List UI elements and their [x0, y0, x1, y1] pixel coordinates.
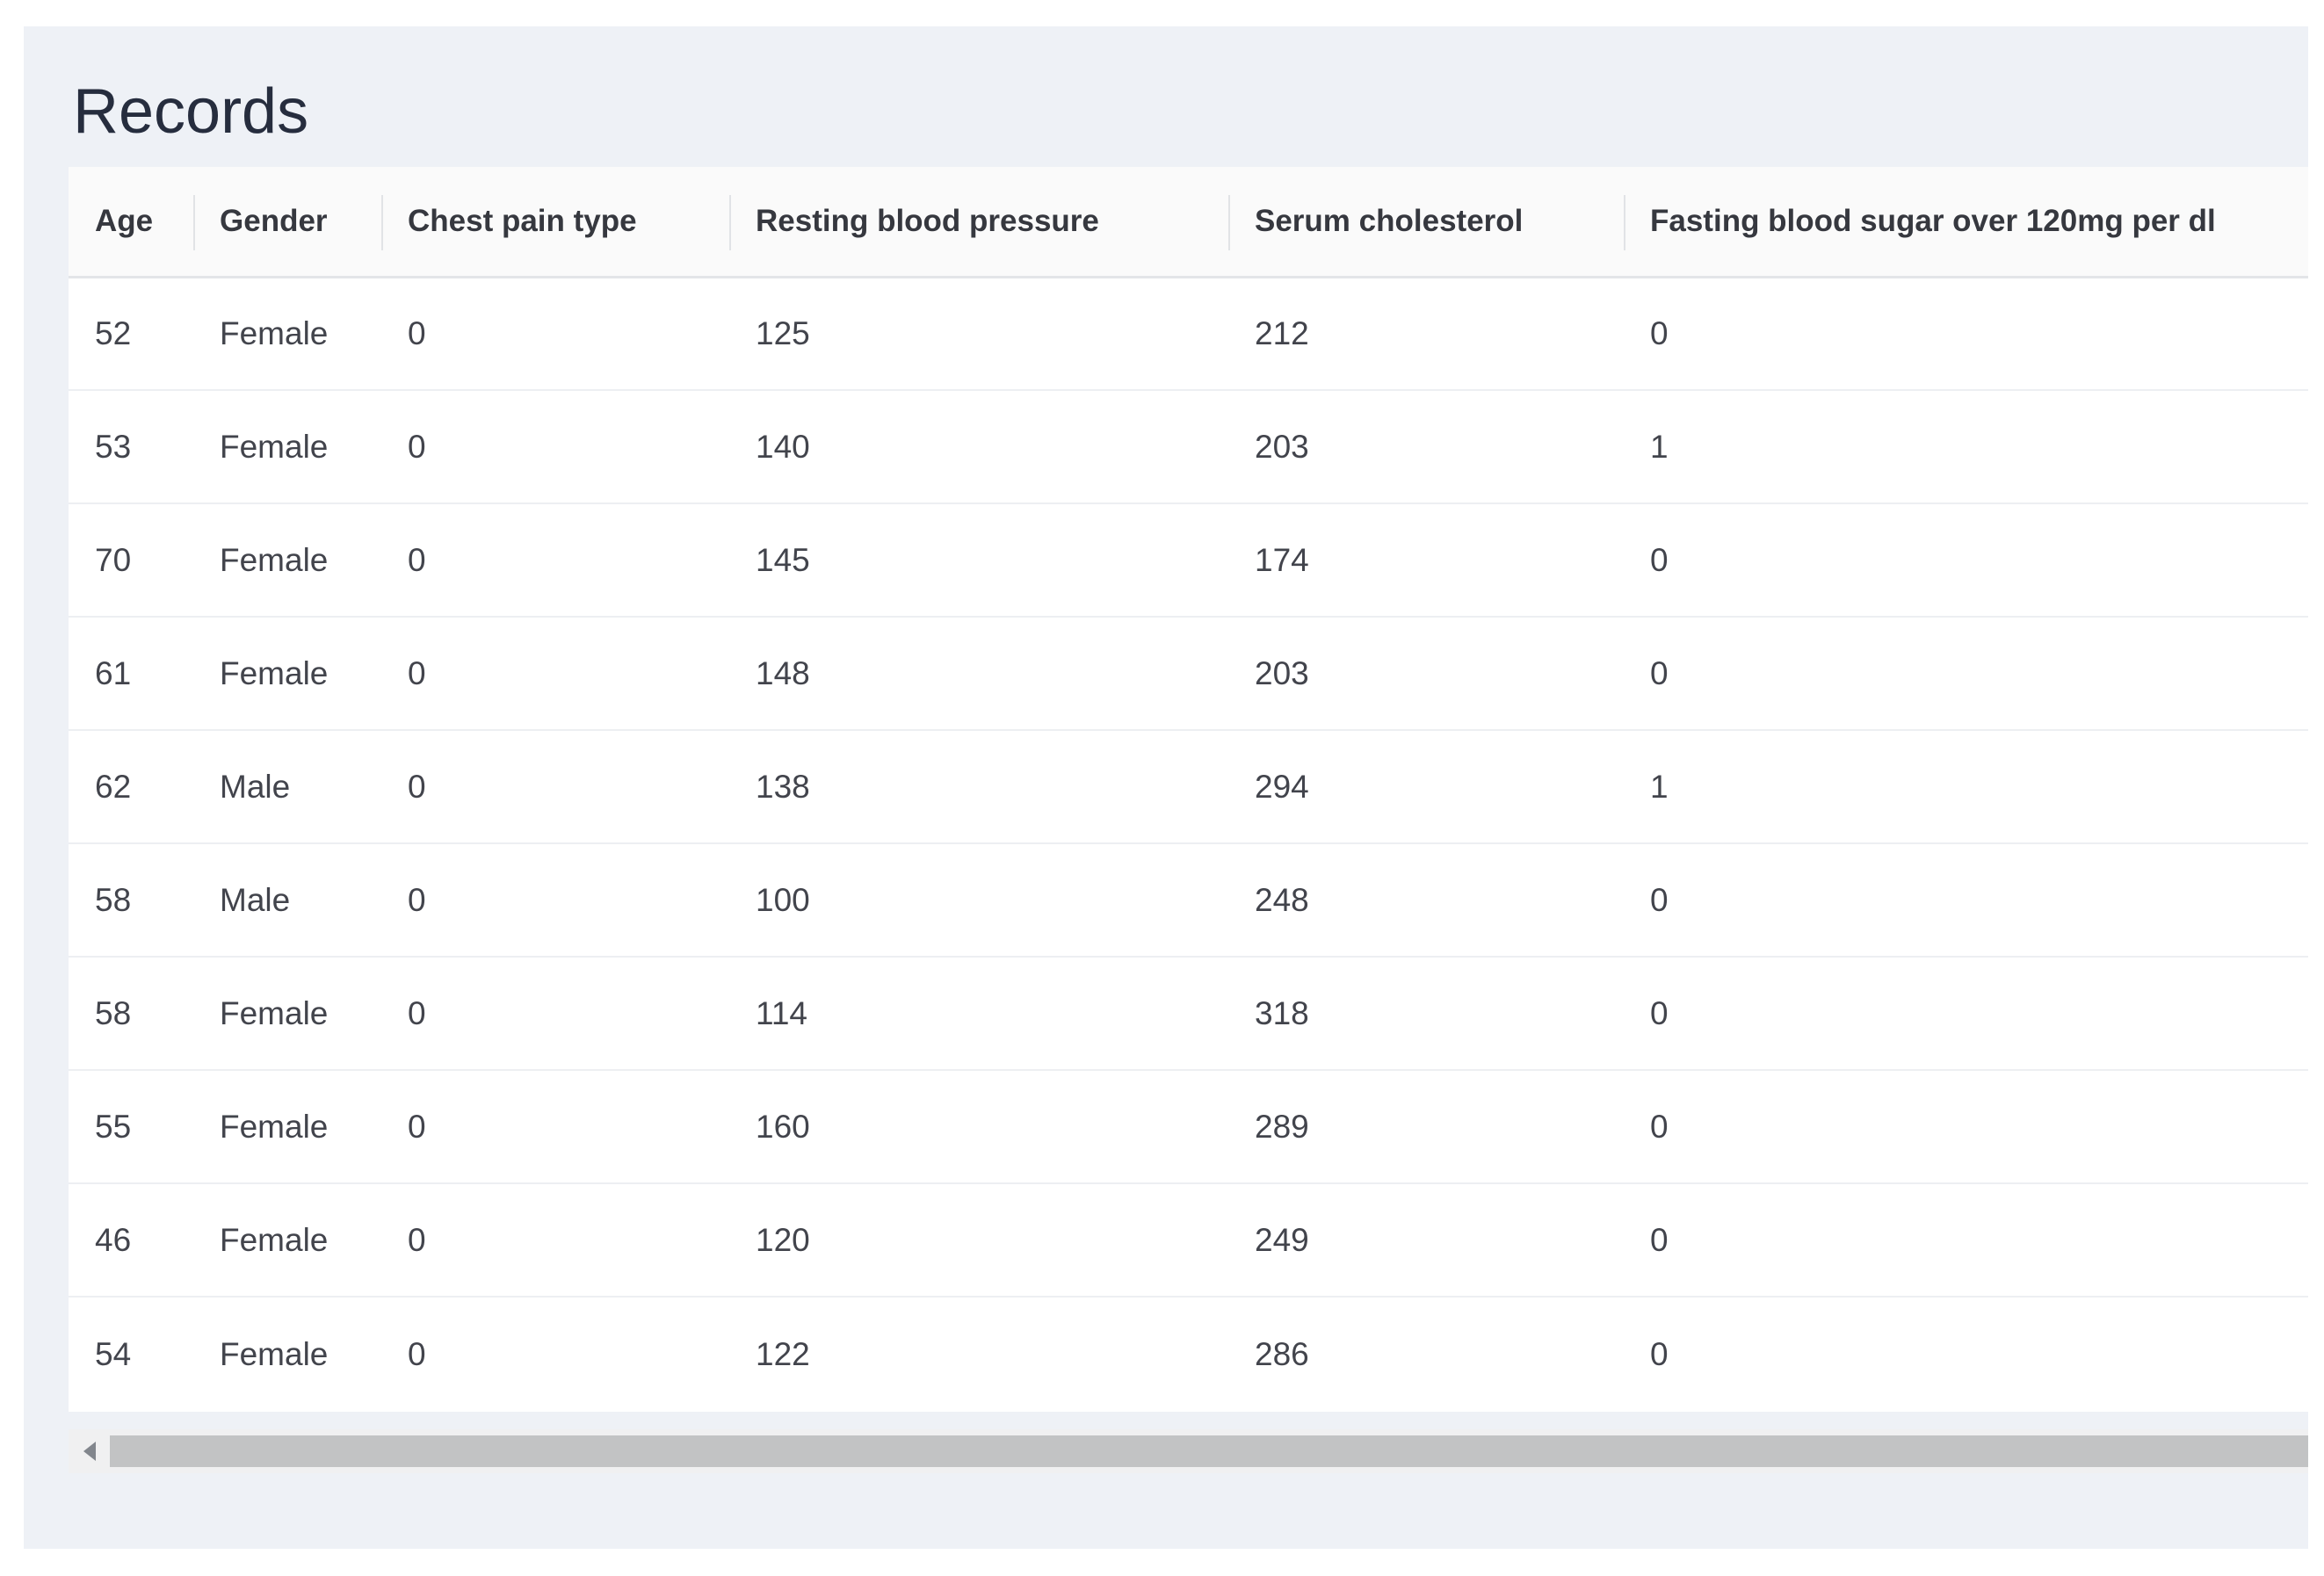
table-row[interactable]: 58 Female 0 114 318 0: [69, 957, 2308, 1071]
table-row[interactable]: 62 Male 0 138 294 1: [69, 730, 2308, 844]
table-cell: 100: [729, 843, 1228, 958]
table-row[interactable]: 58 Male 0 100 248 0: [69, 843, 2308, 958]
table-row[interactable]: 61 Female 0 148 203 0: [69, 617, 2308, 731]
table-cell: 0: [381, 1183, 729, 1298]
table-header-row: Age Gender Chest pain type Resting blood pr…: [69, 167, 2308, 278]
table-cell: 53: [69, 390, 193, 504]
table-cell: 249: [1228, 1183, 1624, 1298]
table-cell: 145: [729, 503, 1228, 618]
table-cell: 0: [1624, 277, 2308, 391]
table-cell: 52: [69, 277, 193, 391]
table-cell: 120: [729, 1183, 1228, 1298]
table-cell: 138: [729, 730, 1228, 844]
table-cell: Female: [193, 617, 381, 731]
table-cell: 0: [381, 843, 729, 958]
column-header[interactable]: Gender: [193, 167, 381, 278]
table-row[interactable]: 55 Female 0 160 289 0: [69, 1070, 2308, 1184]
table-cell: Female: [193, 390, 381, 504]
table-cell: 203: [1228, 390, 1624, 504]
table-cell: 203: [1228, 617, 1624, 731]
table-cell: 0: [381, 617, 729, 731]
table-cell: 58: [69, 843, 193, 958]
scroll-left-button[interactable]: [69, 1429, 110, 1473]
table-cell: 0: [1624, 843, 2308, 958]
table-cell: 55: [69, 1070, 193, 1184]
table-cell: 0: [1624, 1297, 2308, 1412]
table-cell: 58: [69, 957, 193, 1071]
table-cell: 0: [381, 957, 729, 1071]
table-cell: 114: [729, 957, 1228, 1071]
scroll-left-arrow-icon: [83, 1442, 96, 1461]
table-cell: 0: [381, 1070, 729, 1184]
table-cell: Female: [193, 277, 381, 391]
scrollbar-thumb[interactable]: [110, 1435, 2308, 1467]
records-table: Age Gender Chest pain type Resting blood pr…: [69, 167, 2308, 1412]
table-cell: 140: [729, 390, 1228, 504]
table-cell: 61: [69, 617, 193, 731]
table-cell: Female: [193, 1297, 381, 1412]
table-cell: 0: [381, 730, 729, 844]
table-cell: 1: [1624, 730, 2308, 844]
table-cell: Female: [193, 1183, 381, 1298]
table-cell: 0: [1624, 957, 2308, 1071]
table-cell: Female: [193, 1070, 381, 1184]
table-cell: 46: [69, 1183, 193, 1298]
table-cell: 0: [381, 1297, 729, 1412]
table-cell: Female: [193, 957, 381, 1071]
table-cell: 174: [1228, 503, 1624, 618]
column-header[interactable]: Resting blood pressure: [729, 167, 1228, 278]
table-cell: 294: [1228, 730, 1624, 844]
table-cell: 70: [69, 503, 193, 618]
horizontal-scrollbar[interactable]: [69, 1429, 2308, 1473]
table-cell: 1: [1624, 390, 2308, 504]
table-cell: 0: [1624, 1183, 2308, 1298]
table-row[interactable]: 54 Female 0 122 286 0: [69, 1297, 2308, 1412]
table-cell: 122: [729, 1297, 1228, 1412]
table-cell: 0: [1624, 1070, 2308, 1184]
table-cell: 0: [381, 277, 729, 391]
column-header[interactable]: Chest pain type: [381, 167, 729, 278]
table-cell: 160: [729, 1070, 1228, 1184]
table-cell: 289: [1228, 1070, 1624, 1184]
table-cell: 0: [381, 390, 729, 504]
table-row[interactable]: 52 Female 0 125 212 0: [69, 277, 2308, 391]
table-cell: 148: [729, 617, 1228, 731]
table-cell: 62: [69, 730, 193, 844]
table-row[interactable]: 70 Female 0 145 174 0: [69, 503, 2308, 618]
table-cell: 0: [1624, 617, 2308, 731]
table-row[interactable]: 53 Female 0 140 203 1: [69, 390, 2308, 504]
table-cell: 286: [1228, 1297, 1624, 1412]
table-cell: 212: [1228, 277, 1624, 391]
table-body: 52 Female 0 125 212 0 53 Female 0 140 203 1 70 Female…: [69, 277, 2308, 1412]
table-cell: 248: [1228, 843, 1624, 958]
records-table-container: Age Gender Chest pain type Resting blood pr…: [69, 167, 2308, 1412]
column-header[interactable]: Fasting blood sugar over 120mg per dl: [1624, 167, 2308, 278]
table-cell: Male: [193, 730, 381, 844]
table-cell: 318: [1228, 957, 1624, 1071]
table-cell: 0: [381, 503, 729, 618]
table-cell: 0: [1624, 503, 2308, 618]
table-cell: Female: [193, 503, 381, 618]
column-header[interactable]: Age: [69, 167, 193, 278]
table-cell: 125: [729, 277, 1228, 391]
table-row[interactable]: 46 Female 0 120 249 0: [69, 1183, 2308, 1298]
table-cell: Male: [193, 843, 381, 958]
column-header[interactable]: Serum cholesterol: [1228, 167, 1624, 278]
table-cell: 54: [69, 1297, 193, 1412]
table-header: Age Gender Chest pain type Resting blood pr…: [69, 167, 2308, 278]
page-title: Records: [73, 76, 309, 147]
records-panel: Records Age Gender Chest pain type Resting …: [24, 26, 2308, 1549]
